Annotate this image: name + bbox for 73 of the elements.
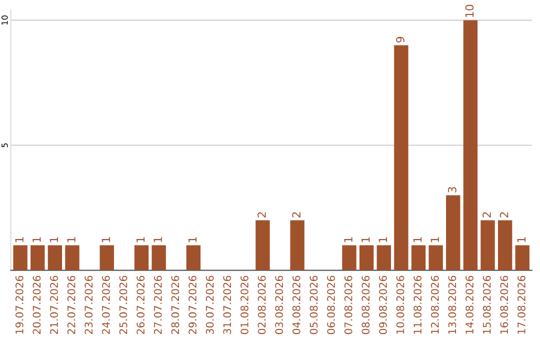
- bar: [152, 245, 166, 270]
- x-tick-label: 19.07.2026: [15, 276, 24, 334]
- x-tick-label: 15.08.2026: [482, 276, 491, 334]
- x-tick-label: 26.07.2026: [136, 276, 145, 334]
- data-label: 1: [50, 237, 58, 242]
- x-tick-label: 10.08.2026: [396, 276, 404, 334]
- data-label: 1: [188, 237, 197, 242]
- bar: [428, 245, 443, 270]
- data-label: 2: [482, 212, 491, 218]
- x-tick-label: 17.08.2026: [518, 276, 526, 334]
- x-tick-label: 13.08.2026: [448, 276, 456, 334]
- data-label: 9: [396, 36, 404, 43]
- bar: [446, 195, 460, 270]
- y-tick-label: 5: [2, 143, 8, 148]
- bar: [480, 220, 495, 270]
- data-label: 2: [258, 212, 266, 218]
- bar: [515, 245, 530, 270]
- x-tick-label: 09.08.2026: [379, 276, 387, 334]
- bar: [359, 245, 374, 270]
- data-label: 2: [500, 212, 508, 218]
- data-label: 1: [32, 237, 41, 242]
- bar: [342, 245, 356, 270]
- x-tick-label: 22.07.2026: [67, 276, 76, 334]
- x-tick-label: 03.08.2026: [275, 276, 284, 334]
- bar: [186, 245, 201, 270]
- x-tick-label: 28.07.2026: [171, 276, 180, 334]
- data-label: 1: [154, 237, 162, 242]
- bar: [463, 20, 478, 270]
- data-label: 1: [517, 237, 526, 242]
- x-tick-label: 23.07.2026: [84, 276, 93, 334]
- bar: [100, 245, 114, 270]
- x-tick-label: 06.08.2026: [327, 276, 335, 334]
- x-tick-label: 29.07.2026: [188, 276, 196, 334]
- data-label: 3: [448, 187, 456, 192]
- bar: [290, 220, 304, 270]
- x-tick-label: 24.07.2026: [102, 276, 110, 334]
- x-tick-label: 07.08.2026: [344, 276, 352, 334]
- x-tick-label: 27.07.2026: [154, 276, 162, 334]
- bar: [411, 245, 426, 270]
- x-tick-label: 25.07.2026: [119, 276, 128, 334]
- data-label: 2: [292, 212, 300, 218]
- x-tick-label: 08.08.2026: [362, 276, 370, 334]
- x-tick-label: 05.08.2026: [310, 276, 318, 334]
- data-label: 1: [413, 237, 422, 242]
- x-tick-label: 21.07.2026: [50, 276, 58, 334]
- bar: [48, 245, 62, 270]
- x-tick-label: 02.08.2026: [258, 276, 266, 334]
- x-tick-label: 01.08.2026: [240, 276, 248, 334]
- bar: [394, 45, 408, 270]
- bar: [498, 220, 512, 270]
- bar: [13, 245, 28, 270]
- data-label: 1: [136, 237, 145, 242]
- x-tick-label: 31.07.2026: [223, 276, 232, 334]
- data-label: 1: [102, 237, 110, 242]
- data-label: 1: [378, 237, 387, 242]
- x-tick-label: 12.08.2026: [430, 276, 439, 334]
- data-label: 10: [465, 4, 474, 17]
- bar: [30, 245, 45, 270]
- bar: [376, 245, 391, 270]
- x-tick-label: 20.07.2026: [32, 276, 41, 334]
- data-label: 1: [67, 237, 76, 242]
- x-tick-label: 16.08.2026: [500, 276, 508, 334]
- x-tick-label: 11.08.2026: [414, 276, 422, 334]
- x-tick-label: 30.07.2026: [206, 276, 214, 334]
- x-tick-label: 14.08.2026: [466, 276, 474, 334]
- bar: [256, 220, 270, 270]
- data-label: 1: [15, 237, 24, 242]
- data-label: 1: [344, 237, 352, 242]
- data-label: 1: [430, 237, 439, 242]
- data-label: 1: [362, 237, 370, 242]
- x-tick-label: 04.08.2026: [292, 276, 300, 334]
- bar: [65, 245, 80, 270]
- bar: [134, 245, 149, 270]
